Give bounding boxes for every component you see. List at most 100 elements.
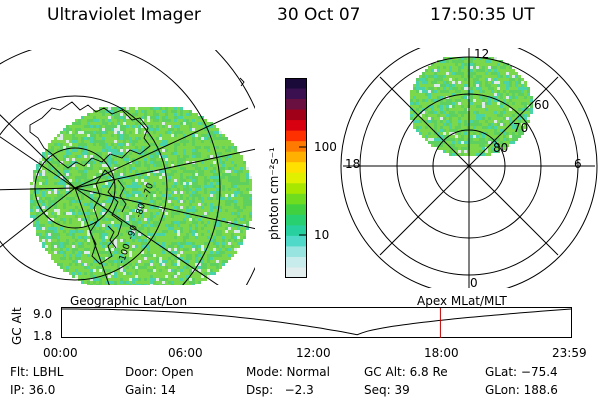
colorbar-band: [285, 214, 307, 226]
emission-pixel: [488, 141, 491, 144]
emission-pixel: [48, 227, 51, 230]
emission-pixel: [153, 266, 156, 269]
emission-pixel: [243, 230, 246, 233]
emission-pixel: [126, 284, 129, 285]
emission-pixel: [228, 218, 231, 221]
emission-pixel: [186, 218, 189, 221]
emission-pixel: [123, 263, 126, 266]
emission-pixel: [153, 263, 156, 266]
emission-pixel: [96, 278, 99, 281]
emission-pixel: [147, 107, 150, 110]
emission-pixel: [419, 93, 422, 96]
emission-pixel: [455, 75, 458, 78]
emission-pixel: [177, 131, 180, 134]
emission-pixel: [84, 146, 87, 149]
emission-pixel: [509, 96, 512, 99]
emission-pixel: [81, 140, 84, 143]
emission-pixel: [494, 111, 497, 114]
emission-pixel: [180, 155, 183, 158]
emission-pixel: [428, 111, 431, 114]
emission-pixel: [437, 84, 440, 87]
emission-pixel: [96, 197, 99, 200]
emission-pixel: [455, 93, 458, 96]
emission-pixel: [123, 167, 126, 170]
emission-pixel: [120, 125, 123, 128]
emission-pixel: [63, 140, 66, 143]
emission-pixel: [87, 200, 90, 203]
emission-pixel: [165, 254, 168, 257]
emission-pixel: [488, 138, 491, 141]
emission-pixel: [33, 197, 36, 200]
emission-pixel: [228, 176, 231, 179]
emission-pixel: [108, 197, 111, 200]
emission-pixel: [216, 167, 219, 170]
emission-pixel: [521, 81, 524, 84]
emission-pixel: [216, 194, 219, 197]
emission-pixel: [99, 269, 102, 272]
emission-pixel: [42, 158, 45, 161]
emission-pixel: [45, 194, 48, 197]
emission-pixel: [117, 167, 120, 170]
timeline-xtick: 18:00: [424, 346, 459, 360]
emission-pixel: [201, 137, 204, 140]
emission-pixel: [174, 197, 177, 200]
emission-pixel: [87, 272, 90, 275]
emission-pixel: [491, 90, 494, 93]
emission-pixel: [210, 212, 213, 215]
emission-pixel: [72, 263, 75, 266]
emission-pixel: [434, 117, 437, 120]
emission-pixel: [234, 146, 237, 149]
emission-pixel: [183, 170, 186, 173]
emission-pixel: [446, 120, 449, 123]
emission-pixel: [482, 144, 485, 147]
emission-pixel: [509, 102, 512, 105]
emission-pixel: [60, 233, 63, 236]
emission-pixel: [93, 245, 96, 248]
emission-pixel: [171, 248, 174, 251]
emission-pixel: [171, 128, 174, 131]
emission-pixel: [108, 140, 111, 143]
emission-pixel: [201, 188, 204, 191]
emission-pixel: [452, 69, 455, 72]
emission-pixel: [512, 135, 515, 138]
emission-pixel: [150, 119, 153, 122]
emission-pixel: [33, 179, 36, 182]
emission-pixel: [90, 230, 93, 233]
emission-pixel: [84, 125, 87, 128]
emission-pixel: [470, 75, 473, 78]
emission-pixel: [437, 147, 440, 150]
emission-pixel: [180, 146, 183, 149]
emission-pixel: [192, 272, 195, 275]
emission-pixel: [186, 131, 189, 134]
emission-pixel: [500, 87, 503, 90]
emission-pixel: [219, 191, 222, 194]
emission-pixel: [123, 239, 126, 242]
emission-pixel: [198, 152, 201, 155]
emission-pixel: [231, 146, 234, 149]
emission-pixel: [183, 203, 186, 206]
emission-pixel: [144, 281, 147, 284]
emission-pixel: [33, 221, 36, 224]
emission-pixel: [39, 197, 42, 200]
emission-pixel: [210, 251, 213, 254]
emission-pixel: [87, 143, 90, 146]
emission-pixel: [114, 155, 117, 158]
emission-pixel: [93, 173, 96, 176]
emission-pixel: [153, 131, 156, 134]
emission-pixel: [75, 209, 78, 212]
emission-pixel: [135, 191, 138, 194]
emission-pixel: [114, 128, 117, 131]
emission-pixel: [57, 242, 60, 245]
emission-pixel: [39, 170, 42, 173]
emission-pixel: [48, 242, 51, 245]
emission-pixel: [36, 179, 39, 182]
emission-pixel: [108, 125, 111, 128]
emission-pixel: [42, 179, 45, 182]
emission-pixel: [87, 269, 90, 272]
emission-pixel: [183, 200, 186, 203]
emission-pixel: [479, 96, 482, 99]
emission-pixel: [201, 194, 204, 197]
emission-pixel: [449, 99, 452, 102]
emission-pixel: [81, 275, 84, 278]
emission-pixel: [144, 254, 147, 257]
